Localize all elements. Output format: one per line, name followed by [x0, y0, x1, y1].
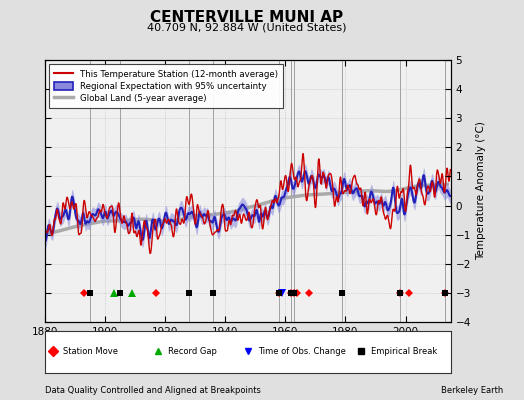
- Y-axis label: Temperature Anomaly (°C): Temperature Anomaly (°C): [476, 122, 486, 260]
- Text: 40.709 N, 92.884 W (United States): 40.709 N, 92.884 W (United States): [147, 22, 346, 32]
- Legend: This Temperature Station (12-month average), Regional Expectation with 95% uncer: This Temperature Station (12-month avera…: [49, 64, 283, 108]
- Text: Berkeley Earth: Berkeley Earth: [441, 386, 503, 395]
- Text: Record Gap: Record Gap: [168, 347, 217, 356]
- Text: CENTERVILLE MUNI AP: CENTERVILLE MUNI AP: [150, 10, 343, 25]
- Text: Empirical Break: Empirical Break: [372, 347, 438, 356]
- Text: Data Quality Controlled and Aligned at Breakpoints: Data Quality Controlled and Aligned at B…: [45, 386, 260, 395]
- Text: Time of Obs. Change: Time of Obs. Change: [258, 347, 346, 356]
- Text: Station Move: Station Move: [63, 347, 118, 356]
